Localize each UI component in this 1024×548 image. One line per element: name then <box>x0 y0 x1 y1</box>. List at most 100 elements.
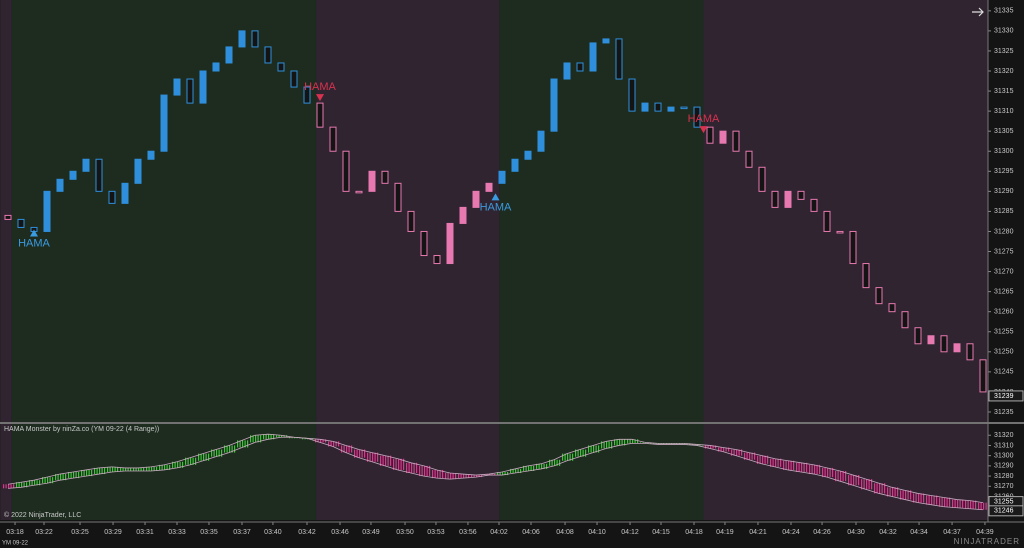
ribbon-bar <box>242 440 244 448</box>
ribbon-bar <box>796 462 798 472</box>
ribbon-bar <box>619 439 621 446</box>
ribbon-bar <box>788 460 790 470</box>
ribbon-bar <box>881 483 883 494</box>
ribbon-bar <box>759 455 761 464</box>
ribbon-bar <box>328 441 330 447</box>
ribbon-bar <box>504 472 506 476</box>
candle-body <box>953 343 961 353</box>
ribbon-bar <box>403 458 405 470</box>
candle-body <box>147 150 155 160</box>
ribbon-bar <box>101 467 103 475</box>
ribbon-bar <box>104 467 106 475</box>
x-tick-label: 03:35 <box>200 529 218 536</box>
candle-body <box>901 311 909 329</box>
ribbon-bar <box>837 470 839 482</box>
ribbon-bar <box>416 462 418 474</box>
candle-body <box>420 230 428 257</box>
ribbon-bar <box>395 458 397 470</box>
ribbon-bar <box>36 480 38 486</box>
ribbon-bar <box>445 473 447 480</box>
ribbon-bar <box>335 441 337 447</box>
ribbon-bar <box>34 480 36 486</box>
ribbon-bar <box>975 500 977 509</box>
ribbon-bar <box>257 435 259 443</box>
ribbon-bar <box>598 445 600 453</box>
y-tick-label: 31285 <box>994 208 1014 215</box>
trend-region <box>499 424 704 520</box>
candle-body <box>914 327 922 345</box>
ribbon-bar <box>185 457 187 465</box>
ribbon-bar <box>738 449 740 456</box>
ribbon-bar <box>645 442 647 444</box>
y-tick-label: 31280 <box>994 473 1014 480</box>
ribbon-bar <box>83 469 85 477</box>
ribbon-bar <box>920 493 922 503</box>
ribbon-bar <box>465 474 467 479</box>
ribbon-bar <box>226 445 228 453</box>
ribbon-bar <box>473 475 475 478</box>
ribbon-bar <box>775 458 777 467</box>
ribbon-bar <box>673 443 675 445</box>
ribbon-bar <box>65 474 67 481</box>
ribbon-bar <box>270 434 272 440</box>
ribbon-bar <box>715 445 717 449</box>
price-marker-label: 31255 <box>994 498 1014 505</box>
ribbon-bar <box>224 445 226 453</box>
ribbon-bar <box>52 477 54 484</box>
ribbon-bar <box>70 472 72 479</box>
ribbon-bar <box>790 460 792 470</box>
candle-body <box>303 86 311 104</box>
y-tick-label: 31320 <box>994 68 1014 75</box>
ribbon-bar <box>783 460 785 470</box>
ribbon-bar <box>114 466 116 472</box>
x-tick-label: 03:31 <box>136 529 154 536</box>
x-tick-label: 03:37 <box>233 529 251 536</box>
ribbon-bar <box>772 458 774 467</box>
candle-body <box>927 335 935 345</box>
ribbon-bar <box>918 493 920 503</box>
ribbon-bar <box>385 455 387 466</box>
ribbon-bar <box>5 484 7 489</box>
ribbon-bar <box>866 479 868 490</box>
ribbon-bar <box>364 449 366 458</box>
ribbon-bar <box>330 441 332 447</box>
candle-body <box>680 106 688 110</box>
candle-body <box>4 214 12 220</box>
candle-body <box>277 62 285 72</box>
ribbon-bar <box>8 484 10 489</box>
ribbon-bar <box>172 461 174 468</box>
price-marker-label: 31246 <box>994 508 1014 515</box>
ribbon-bar <box>146 466 148 471</box>
trend-region <box>0 424 12 520</box>
ribbon-bar <box>143 467 145 471</box>
ribbon-bar <box>372 452 374 462</box>
ribbon-bar <box>900 490 902 500</box>
candle-body <box>342 150 350 192</box>
ribbon-bar <box>640 442 642 444</box>
ribbon-bar <box>806 462 808 472</box>
candle-body <box>667 106 675 112</box>
ribbon-bar <box>624 439 626 446</box>
ribbon-bar <box>939 497 941 507</box>
ribbon-bar <box>515 468 517 474</box>
ribbon-bar <box>569 453 571 461</box>
ribbon-bar <box>621 439 623 446</box>
x-tick-label: 04:19 <box>716 529 734 536</box>
ribbon-bar <box>892 487 894 497</box>
ribbon-bar <box>354 449 356 458</box>
scroll-arrow[interactable] <box>972 7 984 17</box>
ribbon-bar <box>133 467 135 471</box>
ribbon-bar <box>377 452 379 462</box>
ribbon-bar <box>21 482 23 488</box>
ribbon-bar <box>205 453 207 461</box>
ribbon-bar <box>26 482 28 488</box>
candle-body <box>966 343 974 361</box>
candle-body <box>758 166 766 192</box>
ribbon-bar <box>494 474 496 476</box>
ribbon-bar <box>538 463 540 469</box>
ribbon-bar <box>325 439 327 443</box>
ribbon-bar <box>380 455 382 466</box>
ribbon-bar <box>663 443 665 445</box>
ribbon-bar <box>393 458 395 470</box>
